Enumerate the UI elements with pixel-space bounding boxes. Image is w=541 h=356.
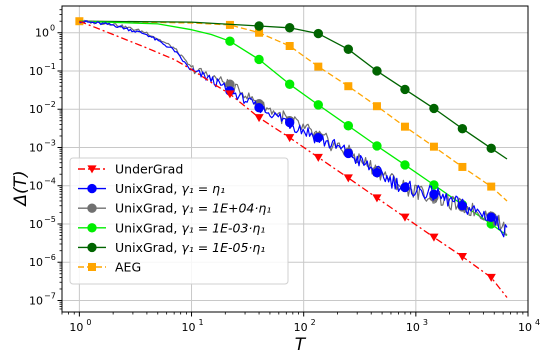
series-marker — [372, 141, 382, 151]
series-marker — [400, 84, 410, 95]
series-marker — [487, 182, 496, 191]
x-tick-label: 10 — [406, 321, 420, 334]
y-tick-exponent: −2 — [44, 100, 56, 109]
x-tick-exponent: 0 — [86, 318, 91, 327]
series-marker — [400, 213, 410, 222]
series-marker — [372, 194, 382, 203]
x-tick-exponent: 2 — [311, 318, 316, 327]
y-axis-label: Δ(T) — [11, 170, 31, 207]
series-marker — [486, 143, 496, 154]
series-marker — [400, 160, 410, 170]
series-marker — [457, 123, 468, 134]
series-marker — [313, 133, 324, 143]
y-tick-label: 10 — [29, 180, 43, 193]
x-tick-label: 10 — [69, 321, 83, 334]
legend-entry-label: UnderGrad — [115, 162, 183, 177]
y-tick-label: 10 — [29, 65, 43, 78]
series-marker — [285, 134, 295, 143]
series-4 — [79, 20, 508, 160]
x-tick-label: 10 — [518, 321, 532, 334]
series-marker — [225, 90, 235, 99]
series-marker — [372, 102, 381, 111]
legend-entry-label: UnixGrad, γ₁ = η₁ — [115, 181, 225, 196]
series-marker — [254, 102, 264, 113]
x-tick-exponent: 4 — [535, 318, 540, 327]
legend-entry-label: UnixGrad, γ₁ = 1E-05·η₁ — [115, 240, 265, 255]
series-marker — [400, 122, 409, 131]
series-marker — [343, 148, 354, 159]
legend-swatch-marker — [87, 183, 97, 194]
series-marker — [372, 167, 382, 178]
y-tick-label: 10 — [29, 218, 43, 231]
series-marker — [344, 82, 353, 91]
x-axis-label: T — [295, 335, 307, 355]
legend-swatch-marker — [87, 223, 97, 233]
y-tick-exponent: −3 — [44, 138, 56, 147]
series-marker — [429, 189, 439, 199]
y-tick-exponent: −4 — [44, 177, 56, 186]
y-tick-label: 10 — [29, 103, 43, 116]
series-marker — [284, 79, 295, 89]
series-marker — [254, 54, 264, 65]
series-marker — [429, 233, 439, 242]
y-tick-label: 10 — [35, 27, 49, 40]
series-marker — [225, 36, 235, 46]
x-tick-label: 10 — [182, 321, 196, 334]
y-tick-exponent: 0 — [50, 24, 55, 33]
series-marker — [400, 182, 410, 193]
series-marker — [486, 273, 496, 282]
series-marker — [255, 28, 264, 37]
series-marker — [313, 100, 324, 110]
series-marker — [313, 28, 324, 39]
series-marker — [372, 66, 382, 76]
series-marker — [429, 142, 438, 151]
axes: 10 0 10 1 10 2 10 3 10 410 010 −110 −210 −310 −410 −510… — [29, 5, 540, 334]
legend-box — [69, 157, 289, 285]
y-tick-exponent: −6 — [44, 253, 56, 262]
series-marker — [284, 117, 295, 128]
legend-swatch-marker — [88, 263, 96, 271]
series-marker — [343, 174, 353, 183]
y-tick-exponent: −7 — [44, 291, 56, 300]
legend: UnderGrad UnixGrad, γ₁ = η₁ UnixGrad, γ₁ =… — [69, 157, 289, 285]
y-tick-label: 10 — [29, 294, 43, 307]
series-marker — [314, 62, 323, 71]
series-marker — [457, 253, 467, 262]
series-0 — [79, 20, 508, 298]
y-axis-label-group: Δ(T) — [11, 170, 31, 207]
legend-swatch-marker — [87, 165, 97, 174]
series-marker — [254, 114, 264, 123]
legend-entry-label: UnixGrad, γ₁ = 1E+04·η₁ — [115, 201, 271, 216]
series-layer — [75, 17, 508, 298]
series-marker — [285, 42, 294, 51]
series-marker — [343, 44, 354, 54]
x-tick-label: 10 — [294, 321, 308, 334]
legend-entry-label: AEG — [115, 260, 141, 275]
series-marker — [458, 162, 467, 171]
series-marker — [284, 23, 295, 33]
series-marker — [313, 153, 323, 162]
y-tick-exponent: −5 — [44, 215, 56, 224]
legend-entry-label: UnixGrad, γ₁ = 1E-03·η₁ — [115, 220, 265, 235]
legend-swatch-marker — [87, 242, 97, 253]
y-tick-label: 10 — [29, 256, 43, 269]
series-marker — [457, 201, 468, 211]
series-marker — [343, 121, 354, 131]
y-tick-exponent: −1 — [44, 62, 56, 71]
y-tick-label: 10 — [29, 141, 43, 154]
series-line — [79, 20, 508, 160]
series-marker — [254, 21, 264, 31]
legend-swatch-marker — [87, 203, 97, 213]
x-tick-exponent: 3 — [423, 318, 428, 327]
series-marker — [486, 212, 496, 222]
series-marker — [75, 17, 84, 26]
series-marker — [429, 103, 439, 114]
plot-frame — [61, 5, 529, 313]
series-1 — [79, 20, 508, 238]
x-tick-exponent: 1 — [199, 318, 204, 327]
